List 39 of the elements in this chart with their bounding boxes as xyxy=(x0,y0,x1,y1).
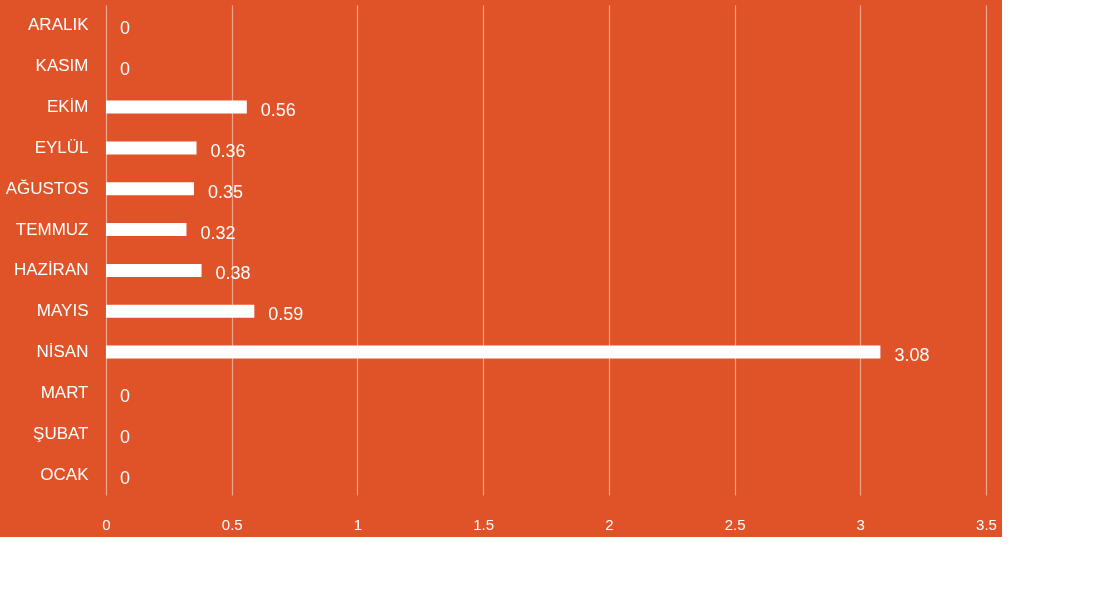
data-label: 0.36 xyxy=(210,140,246,161)
data-label: 0.56 xyxy=(260,100,296,121)
data-label: 0 xyxy=(120,385,131,406)
x-tick-label: 1 xyxy=(353,515,363,533)
data-label: 0.32 xyxy=(200,222,236,243)
y-tick-label: KASIM xyxy=(35,56,89,76)
x-tick-label: 1.5 xyxy=(473,515,495,533)
bar xyxy=(106,100,247,114)
bar xyxy=(106,223,187,237)
bar xyxy=(106,182,194,196)
y-tick-label: EYLÜL xyxy=(34,137,89,157)
y-tick-label: AĞUSTOS xyxy=(5,178,89,198)
y-tick-label: ARALIK xyxy=(28,15,90,35)
data-label: 0.35 xyxy=(208,181,244,202)
y-tick-label: OCAK xyxy=(40,464,90,484)
bar xyxy=(106,345,881,359)
y-tick-label: TEMMUZ xyxy=(15,219,89,239)
y-tick-label: HAZİRAN xyxy=(13,260,89,280)
bar xyxy=(106,141,197,155)
x-tick-label: 3 xyxy=(856,515,865,533)
x-tick-label: 0 xyxy=(102,515,111,533)
y-tick-label: EKİM xyxy=(46,97,89,117)
y-tick-label: NİSAN xyxy=(36,342,89,362)
x-tick-label: 2 xyxy=(605,515,614,533)
data-label: 0 xyxy=(120,426,131,447)
data-label: 3.08 xyxy=(894,345,930,366)
data-label: 0.59 xyxy=(268,304,304,325)
x-tick-label: 0.5 xyxy=(221,515,243,533)
data-label: 0 xyxy=(120,59,131,80)
x-tick-label: 2.5 xyxy=(724,515,746,533)
bar xyxy=(106,263,202,277)
y-tick-label: MART xyxy=(40,382,89,402)
data-label: 0 xyxy=(120,18,131,39)
data-label: 0.38 xyxy=(215,263,251,284)
bar xyxy=(106,304,255,318)
x-tick-label: 3.5 xyxy=(976,515,997,533)
data-label: 0 xyxy=(120,467,131,488)
y-tick-label: MAYIS xyxy=(36,301,89,321)
y-tick-label: ŞUBAT xyxy=(33,423,89,443)
